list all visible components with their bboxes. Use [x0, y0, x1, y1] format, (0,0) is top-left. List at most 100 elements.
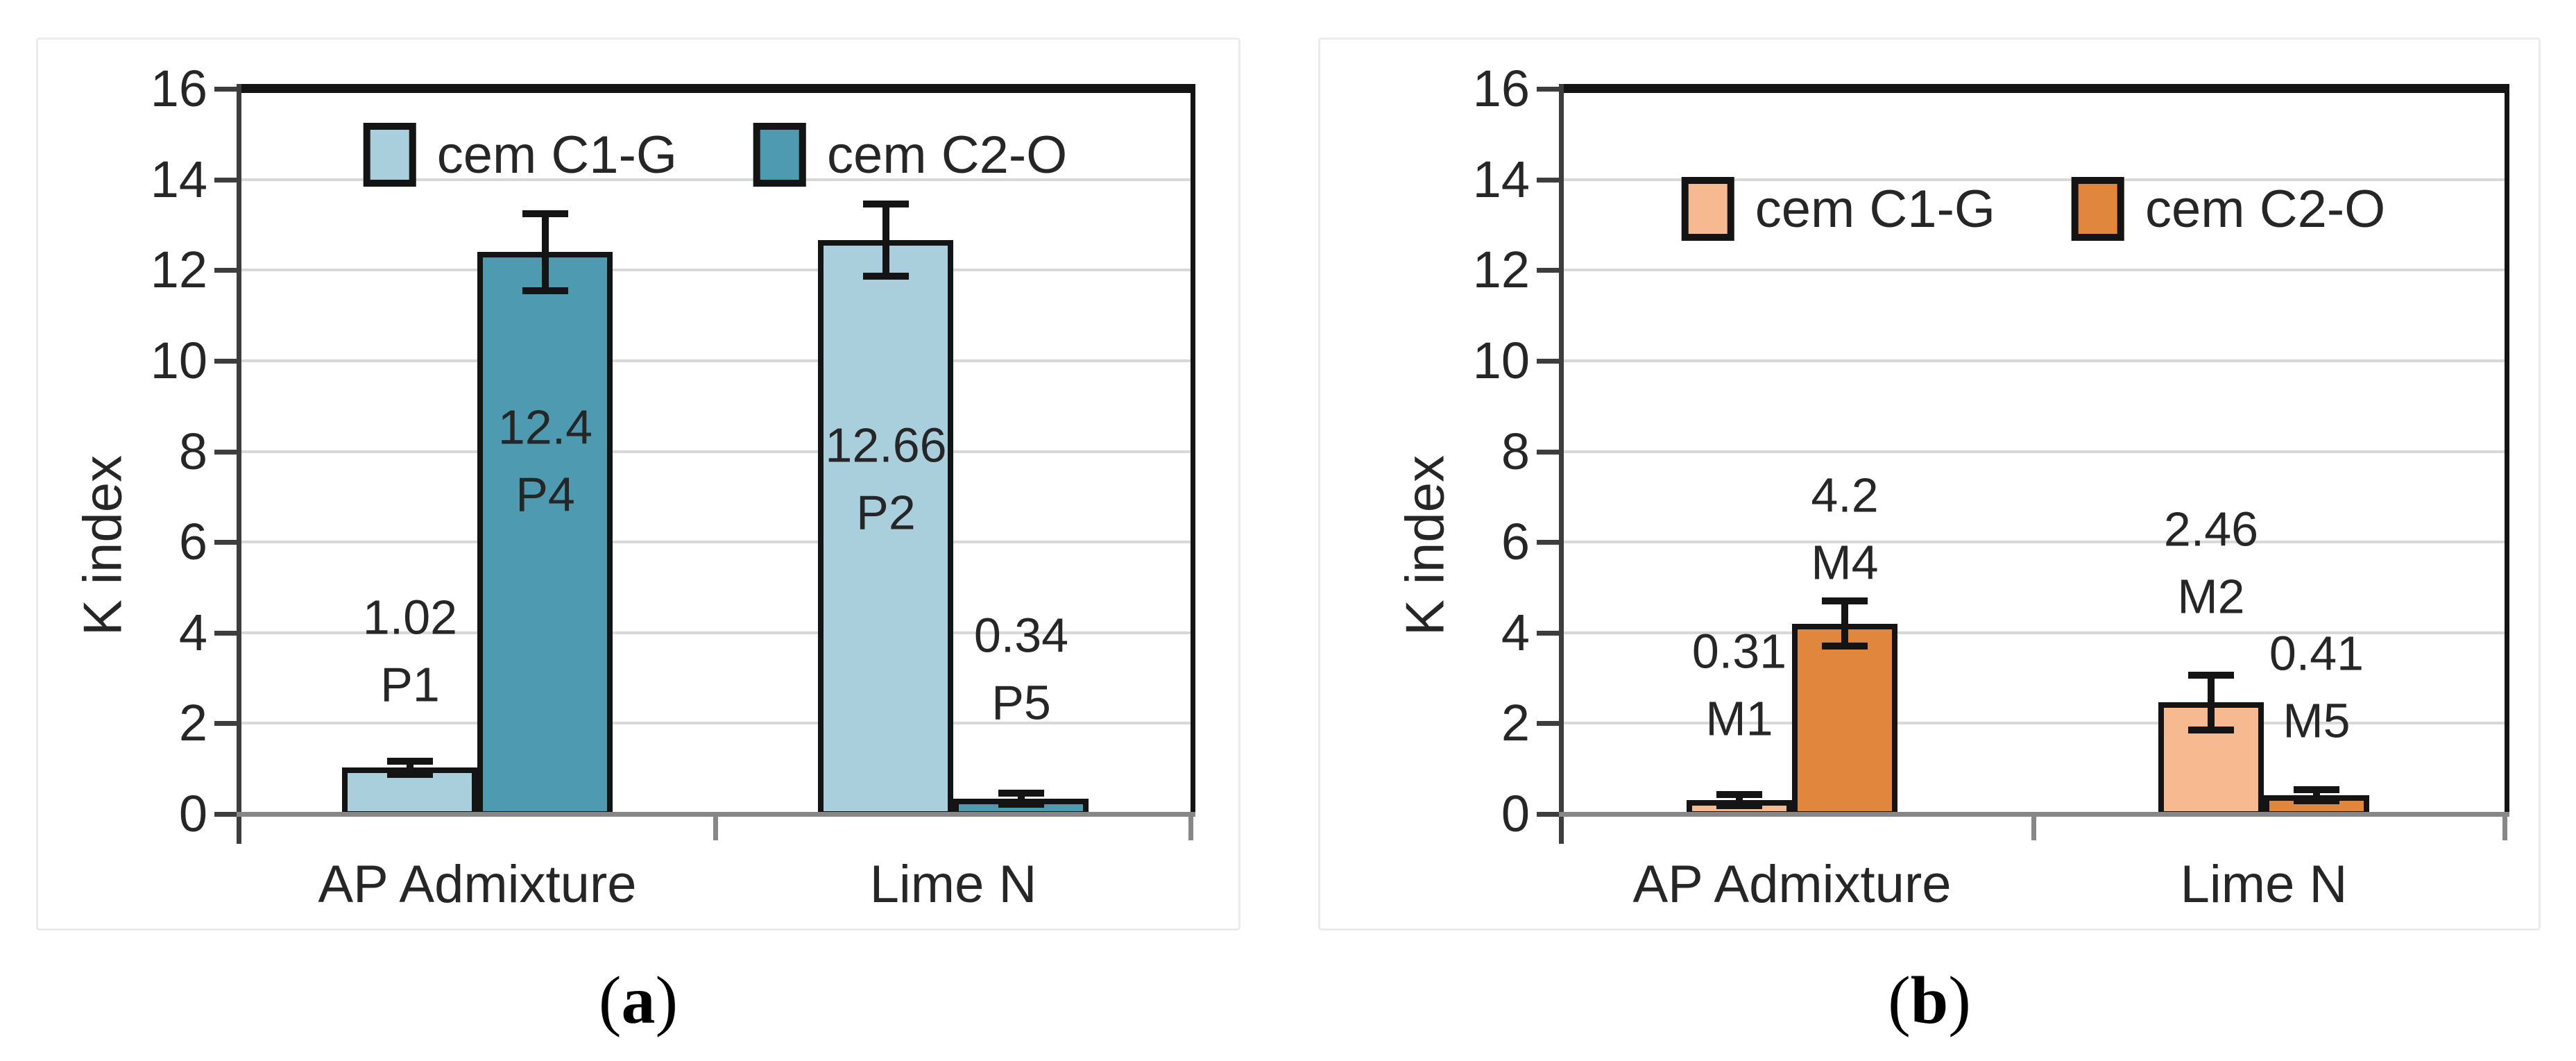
caption-paren-close: ): [1948, 963, 1971, 1038]
y-tick-mark: [214, 178, 239, 183]
bar-value-label: 2.46 M2: [2164, 495, 2258, 629]
legend-item: cem C2-O: [2072, 177, 2385, 241]
y-gridline: [239, 450, 1191, 453]
x-tick-mark: [713, 814, 718, 840]
y-tick-label: 6: [1501, 513, 1530, 570]
y-gridline: [239, 722, 1191, 724]
bar-value-label: 0.41 M5: [2269, 620, 2364, 754]
legend-label: cem C2-O: [2145, 179, 2386, 239]
y-tick-mark: [1537, 540, 1562, 545]
legend-swatch: [363, 123, 416, 187]
bar: [1792, 624, 1897, 817]
y-tick-mark: [1537, 721, 1562, 726]
panel-a: 0 2 4 6 8 10 12 14 16 K index AP Admixture Lime N 1.…: [36, 37, 1240, 1039]
y-gridline: [1562, 722, 2505, 724]
bar-series-line: M2: [2177, 569, 2245, 623]
error-bar-cap-bottom: [2294, 797, 2339, 804]
y-tick-mark: [214, 812, 239, 817]
panel-a-caption: (a): [36, 963, 1240, 1039]
y-tick-mark: [1537, 631, 1562, 636]
legend-swatch: [2072, 177, 2124, 241]
error-bar-cap-top: [2294, 786, 2339, 793]
bar-value-label: 12.4 P4: [498, 393, 592, 527]
bar-value-line: 12.66: [825, 418, 947, 473]
legend: cem C1-G cem C2-O: [363, 123, 1067, 187]
bar-series-line: P5: [991, 675, 1051, 729]
y-tick-mark: [1537, 812, 1562, 817]
y-gridline: [1562, 450, 2505, 453]
panel-b: 0 2 4 6 8 10 12 14 16 K index AP Admixture Lime N 0.…: [1318, 37, 2541, 1039]
caption-paren-open: (: [1888, 963, 1911, 1038]
y-tick-label: 6: [178, 513, 207, 570]
y-tick-label: 8: [1501, 423, 1530, 480]
bar-value-line: 4.2: [1811, 468, 1879, 523]
legend-label: cem C1-G: [1755, 179, 1995, 239]
y-tick-label: 12: [150, 241, 207, 298]
error-bar-cap-bottom: [1716, 802, 1762, 809]
bar-series-line: M1: [1705, 691, 1773, 745]
x-category-label: Lime N: [869, 855, 1037, 914]
y-axis-line: [237, 84, 241, 844]
bar-series-line: P4: [515, 467, 575, 521]
error-bar-cap-bottom: [2188, 727, 2234, 733]
y-tick-label: 12: [1472, 241, 1530, 298]
error-bar-cap-top: [1822, 597, 1868, 604]
y-tick-label: 10: [150, 332, 207, 389]
bar-chart-a: 0 2 4 6 8 10 12 14 16 K index AP Admixture Lime N 1.…: [36, 37, 1240, 931]
y-gridline: [1562, 178, 2505, 181]
error-bar-cap-top: [387, 758, 433, 765]
error-bar-cap-top: [2188, 672, 2234, 679]
error-bar-line: [542, 214, 549, 291]
error-bar-cap-top: [863, 201, 909, 207]
y-tick-mark: [1537, 359, 1562, 364]
error-bar-line: [407, 761, 413, 775]
plot-right-border: [2505, 89, 2509, 814]
y-tick-mark: [1537, 268, 1562, 273]
x-tick-mark: [1188, 814, 1193, 840]
y-tick-mark: [214, 268, 239, 273]
y-gridline: [239, 631, 1191, 634]
y-gridline: [239, 269, 1191, 271]
legend: cem C1-G cem C2-O: [1681, 177, 2385, 241]
caption-paren-open: (: [598, 963, 622, 1038]
error-bar-cap-bottom: [522, 287, 568, 294]
error-bar-cap-top: [522, 210, 568, 217]
bar-series-line: M5: [2283, 693, 2351, 747]
y-axis-title: K index: [1394, 455, 1456, 636]
x-category-label: AP Admixture: [318, 855, 637, 914]
bar-value-line: 0.41: [2269, 626, 2364, 681]
y-gridline: [239, 359, 1191, 362]
error-bar-cap-bottom: [998, 801, 1044, 808]
y-tick-mark: [214, 631, 239, 636]
error-bar-line: [1841, 601, 1848, 646]
y-tick-mark: [214, 359, 239, 364]
panel-b-caption: (b): [1318, 963, 2541, 1039]
bar-value-line: 2.46: [2163, 502, 2259, 557]
y-axis-title: K index: [71, 455, 133, 636]
bar-value-line: 12.4: [497, 400, 593, 455]
bar-value-label: 4.2 M4: [1811, 461, 1878, 595]
error-bar-cap-bottom: [387, 771, 433, 778]
y-gridline: [1562, 541, 2505, 543]
y-axis-line: [1559, 84, 1564, 844]
y-gridline: [1562, 359, 2505, 362]
bar-series-line: P2: [856, 485, 916, 539]
legend-swatch: [753, 123, 806, 187]
bar-series-line: P1: [380, 657, 440, 711]
y-tick-mark: [214, 87, 239, 92]
y-tick-label: 0: [178, 785, 207, 842]
y-gridline: [1562, 269, 2505, 271]
y-gridline: [239, 178, 1191, 181]
y-tick-mark: [1537, 87, 1562, 92]
error-bar-cap-bottom: [1822, 643, 1868, 650]
y-tick-label: 2: [1501, 694, 1530, 752]
y-tick-label: 16: [1472, 60, 1530, 117]
bar-chart-b: 0 2 4 6 8 10 12 14 16 K index AP Admixture Lime N 0.…: [1318, 37, 2541, 931]
x-category-label: Lime N: [2180, 855, 2348, 914]
error-bar-line: [882, 204, 889, 277]
y-gridline: [1562, 631, 2505, 634]
legend-item: cem C1-G: [363, 123, 677, 187]
y-tick-label: 8: [178, 423, 207, 480]
bar: [477, 252, 613, 817]
